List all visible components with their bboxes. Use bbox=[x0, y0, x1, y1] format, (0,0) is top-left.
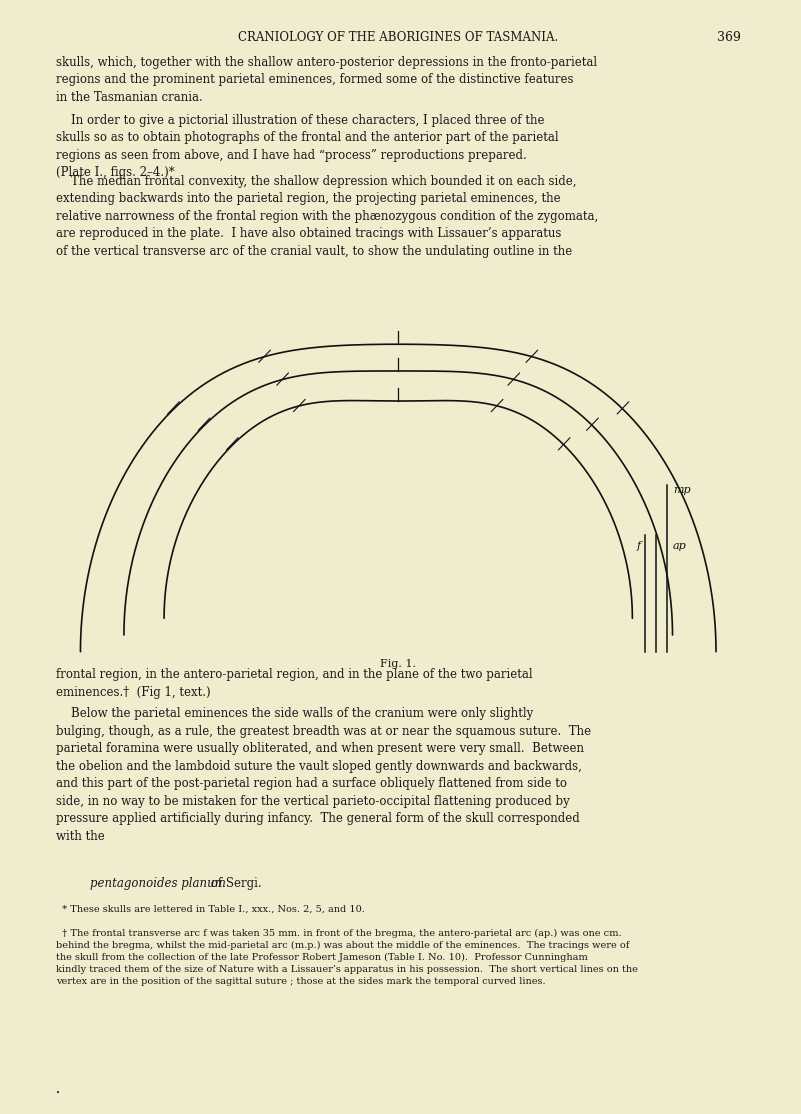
Text: skulls, which, together with the shallow antero-posterior depressions in the fro: skulls, which, together with the shallow… bbox=[56, 56, 597, 104]
Text: * These skulls are lettered in Table I., xxx., Nos. 2, 5, and 10.: * These skulls are lettered in Table I.,… bbox=[56, 905, 364, 913]
Text: In order to give a pictorial illustration of these characters, I placed three of: In order to give a pictorial illustratio… bbox=[56, 114, 558, 179]
Text: mp: mp bbox=[673, 486, 690, 495]
Text: 369: 369 bbox=[717, 31, 741, 45]
Text: •: • bbox=[56, 1089, 60, 1097]
Text: † The frontal transverse arc f was taken 35 mm. in front of the bregma, the ante: † The frontal transverse arc f was taken… bbox=[56, 929, 638, 986]
Text: CRANIOLOGY OF THE ABORIGINES OF TASMANIA.: CRANIOLOGY OF THE ABORIGINES OF TASMANIA… bbox=[238, 31, 558, 45]
Text: f: f bbox=[637, 541, 642, 550]
Text: of Sergi.: of Sergi. bbox=[207, 877, 262, 890]
Text: The median frontal convexity, the shallow depression which bounded it on each si: The median frontal convexity, the shallo… bbox=[56, 175, 598, 258]
Text: Below the parietal eminences the side walls of the cranium were only slightly
bu: Below the parietal eminences the side wa… bbox=[56, 707, 591, 843]
Text: pentagonoides planum: pentagonoides planum bbox=[90, 877, 226, 890]
Text: frontal region, in the antero-parietal region, and in the plane of the two parie: frontal region, in the antero-parietal r… bbox=[56, 668, 533, 698]
Text: ap: ap bbox=[673, 541, 686, 550]
Text: Fig. 1.: Fig. 1. bbox=[380, 659, 417, 670]
